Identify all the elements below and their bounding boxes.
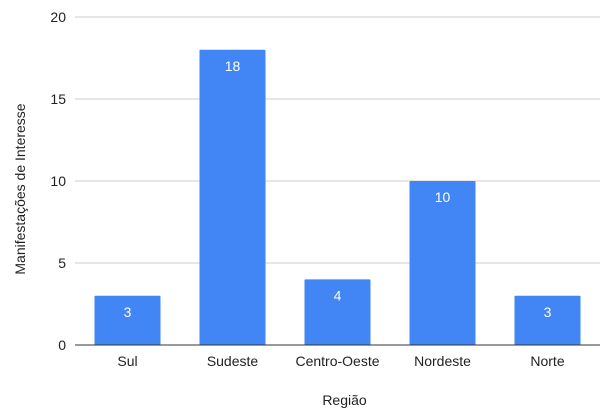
x-tick-label: Sul [117, 353, 137, 369]
data-label: 4 [334, 287, 342, 303]
x-tick-label: Centro-Oeste [295, 353, 379, 369]
bar-nordeste [409, 181, 476, 345]
bar-sudeste [199, 49, 266, 346]
gridlines [75, 16, 600, 264]
bar-sul [94, 295, 161, 345]
x-tick-label: Nordeste [414, 353, 471, 369]
bar-centro-oeste [304, 279, 371, 345]
y-axis-ticks: 0 5 10 15 20 [50, 9, 66, 353]
data-label: 3 [124, 304, 132, 320]
y-tick-label: 5 [58, 255, 66, 271]
x-axis-title: Região [322, 392, 367, 408]
data-label: 18 [225, 58, 241, 74]
data-labels: 3 18 4 10 3 [124, 58, 552, 320]
x-axis-ticks: Sul Sudeste Centro-Oeste Nordeste Norte [117, 353, 564, 369]
y-axis-title: Manifestações de Interesse [12, 103, 28, 274]
data-label: 10 [435, 189, 451, 205]
bar-norte [514, 295, 581, 345]
y-tick-label: 20 [50, 9, 66, 25]
data-label: 3 [544, 304, 552, 320]
bars [94, 49, 581, 346]
x-tick-label: Sudeste [207, 353, 259, 369]
y-tick-label: 10 [50, 173, 66, 189]
y-tick-label: 15 [50, 91, 66, 107]
y-tick-label: 0 [58, 337, 66, 353]
x-tick-label: Norte [530, 353, 564, 369]
